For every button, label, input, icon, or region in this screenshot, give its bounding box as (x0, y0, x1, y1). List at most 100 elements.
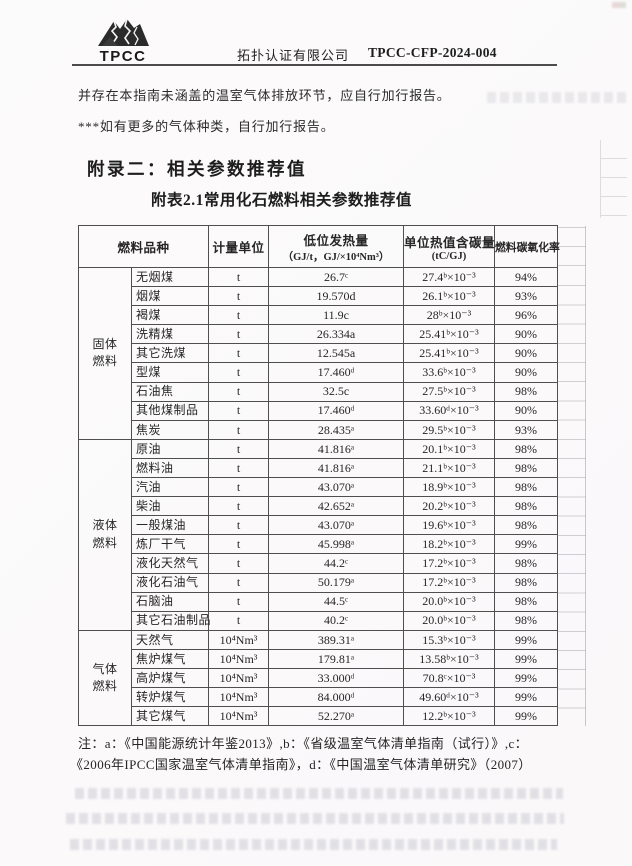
source-note-line2: 《2006年IPCC国家温室气体清单指南》，d：《中国温室气体清单研究》（200… (70, 757, 532, 772)
carbon-content-cell: 17.2ᵇ×10⁻³ (403, 572, 496, 593)
gas-species-note: ***如有更多的气体种类，自行加行报告。 (78, 119, 335, 134)
fuel-category-label: 液体燃料 (92, 518, 118, 550)
oxidation-rate-cell: 93% (494, 286, 559, 307)
unit-cell: t (208, 305, 270, 326)
fuel-name-cell: 其他煤制品 (130, 400, 210, 421)
fuel-category-label: 气体燃料 (92, 661, 118, 694)
heating-value-cell: 43.070ᵃ (268, 515, 405, 536)
fuel-name-cell: 烟煤 (130, 286, 210, 307)
unit-cell: t (208, 553, 270, 574)
oxidation-rate-cell: 99% (494, 648, 559, 669)
fuel-name-cell: 石油焦 (130, 381, 210, 402)
svg-text:TPCC: TPCC (100, 48, 147, 65)
header-carbon-content-line1: 单位热值含碳量 (404, 235, 496, 250)
source-note-line1: 注：a：《中国能源统计年鉴2013》,b：《省级温室气体清单指南（试行）》,c： (78, 736, 529, 751)
bleedthrough-bottom-text-ghost-3 (70, 839, 557, 850)
oxidation-rate-cell: 98% (494, 515, 559, 536)
fuel-name-cell: 柴油 (130, 496, 210, 517)
heating-value-cell: 41.816ᵃ (268, 438, 405, 459)
table-title: 附表2.1常用化石燃料相关参数推荐值 (151, 192, 412, 209)
fuel-name-cell: 一般煤油 (130, 515, 210, 536)
heating-value-cell: 12.545a (268, 343, 405, 364)
intro-paragraph: 并存在本指南未涵盖的温室气体排放环节，应自行加行报告。 (78, 88, 451, 103)
unit-cell: t (208, 381, 270, 402)
carbon-content-cell: 20.0ᵇ×10⁻³ (403, 591, 496, 612)
unit-cell: 10⁴Nm³ (208, 667, 270, 689)
appendix-heading: 附录二：相关参数推荐值 (87, 159, 307, 179)
mountain-logo-icon: TPCC (98, 18, 149, 65)
oxidation-rate-cell: 90% (494, 400, 559, 421)
heating-value-cell: 19.570d (268, 286, 405, 307)
carbon-content-cell: 13.58ᵇ×10⁻³ (403, 648, 496, 669)
unit-cell: 10⁴Nm³ (208, 706, 270, 727)
fuel-name-cell: 原油 (130, 438, 210, 459)
table-row: 液化石油气 t 50.179ᵃ 17.2ᵇ×10⁻³ 98% (79, 572, 559, 593)
oxidation-rate-cell: 98% (494, 572, 559, 593)
header-unit: 计量单位 (208, 225, 270, 268)
table-row: 其它煤气 10⁴Nm³ 52.270ᵃ 12.2ᵇ×10⁻³ 99% (79, 706, 559, 727)
unit-cell: t (208, 591, 270, 612)
table-row: 燃料油 t 41.816ᵃ 21.1ᵇ×10⁻³ 98% (79, 457, 559, 479)
heating-value-cell: 11.9c (268, 305, 405, 326)
fuel-name-cell: 天然气 (130, 629, 210, 650)
oxidation-rate-cell: 98% (494, 381, 559, 402)
heating-value-cell: 26.334a (268, 324, 405, 345)
carbon-content-cell: 17.2ᵇ×10⁻³ (403, 553, 496, 574)
fuel-name-cell: 焦炉煤气 (130, 648, 210, 669)
heating-value-cell: 26.7ᶜ (268, 266, 405, 288)
fuel-category-label: 固体燃料 (92, 337, 118, 369)
table-row: 汽油 t 43.070ᵃ 18.9ᵇ×10⁻³ 98% (79, 477, 559, 498)
header-carbon-content: 单位热值含碳量 (tC/GJ) (403, 225, 496, 268)
table-row: 液体燃料 原油 t 41.816ᵃ 20.1ᵇ×10⁻³ 98% (78, 438, 559, 631)
header-rule (72, 64, 557, 66)
bleedthrough-top-text-ghost (487, 92, 630, 103)
table-header-row: 燃料品种 计量单位 低位发热量 （GJ/t，GJ/×10⁴Nm³） 单位热值含碳… (77, 225, 560, 268)
table-row: 石油焦 t 32.5c 27.5ᵇ×10⁻³ 98% (79, 381, 559, 402)
table-row: 其他煤制品 t 17.460ᵈ 33.60ᵈ×10⁻³ 90% (79, 400, 559, 421)
heating-value-cell: 45.998ᵃ (268, 534, 405, 555)
heating-value-cell: 32.5c (268, 381, 405, 402)
carbon-content-cell: 20.1ᵇ×10⁻³ (403, 438, 496, 459)
header-fuel-type: 燃料品种 (77, 225, 210, 268)
table-row: 焦炭 t 28.435ᵃ 29.5ᵇ×10⁻³ 93% (79, 419, 559, 440)
heating-value-cell: 17.460ᵈ (268, 362, 405, 383)
table-row: 一般煤油 t 43.070ᵃ 19.6ᵇ×10⁻³ 98% (79, 515, 559, 536)
table-row: 固体燃料 无烟煤 t 26.7ᶜ 27.4ᵇ×10⁻³ 94% (78, 266, 559, 440)
unit-cell: t (208, 534, 270, 555)
unit-cell: t (208, 610, 270, 631)
carbon-content-cell: 28ᵇ×10⁻³ (403, 305, 496, 326)
oxidation-rate-cell: 98% (494, 553, 559, 574)
heating-value-cell: 17.460ᵈ (268, 400, 405, 421)
fuel-parameters-table-wrap: 燃料品种 计量单位 低位发热量 （GJ/t，GJ/×10⁴Nm³） 单位热值含碳… (77, 225, 560, 727)
fuel-name-cell: 汽油 (130, 477, 210, 498)
table-row: 烟煤 t 19.570d 26.1ᵇ×10⁻³ 93% (79, 286, 559, 307)
header-heating-value-line2: （GJ/t，GJ/×10⁴Nm³） (282, 251, 390, 263)
heating-value-cell: 43.070ᵃ (268, 477, 405, 498)
heating-value-cell: 44.5ᶜ (268, 591, 405, 612)
unit-cell: t (208, 286, 270, 307)
table-row: 褐煤 t 11.9c 28ᵇ×10⁻³ 96% (79, 305, 559, 326)
table-row: 洗精煤 t 26.334a 25.41ᵇ×10⁻³ 90% (79, 324, 559, 345)
heating-value-cell: 44.2ᶜ (268, 553, 405, 574)
oxidation-rate-cell: 99% (494, 667, 559, 689)
oxidation-rate-cell: 98% (494, 438, 559, 459)
tpcc-logo: TPCC (92, 13, 154, 65)
oxidation-rate-cell: 99% (494, 629, 559, 650)
fuel-parameters-table: 燃料品种 计量单位 低位发热量 （GJ/t，GJ/×10⁴Nm³） 单位热值含碳… (77, 225, 560, 727)
carbon-content-cell: 18.9ᵇ×10⁻³ (403, 477, 496, 498)
table-row: 焦炉煤气 10⁴Nm³ 179.81ᵃ 13.58ᵇ×10⁻³ 99% (79, 648, 559, 669)
scan-color-smudge (612, 2, 626, 8)
fuel-name-cell: 无烟煤 (130, 266, 210, 288)
table-row: 石脑油 t 44.5ᶜ 20.0ᵇ×10⁻³ 98% (79, 591, 559, 612)
fuel-name-cell: 其它洗煤 (130, 343, 210, 364)
fuel-category-cell: 气体燃料 (78, 629, 132, 727)
unit-cell: t (208, 400, 270, 421)
oxidation-rate-cell: 99% (494, 534, 559, 555)
bleedthrough-right-table-ghost (600, 140, 627, 218)
header-heating-value-line1: 低位发热量 (303, 233, 369, 248)
unit-cell: 10⁴Nm³ (208, 648, 270, 669)
table-row: 气体燃料 天然气 10⁴Nm³ 389.31ᵃ 15.3ᵇ×10⁻³ 99% (78, 629, 559, 727)
unit-cell: t (208, 496, 270, 517)
oxidation-rate-cell: 93% (494, 419, 559, 440)
table-row: 其它石油制品 t 40.2ᶜ 20.0ᵇ×10⁻³ 98% (79, 610, 559, 631)
